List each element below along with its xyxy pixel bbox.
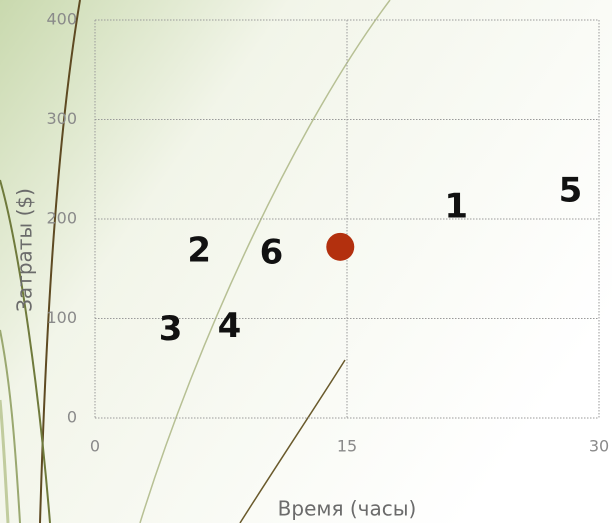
x-tick-label: 15	[337, 437, 357, 456]
point-label: 1	[444, 187, 468, 227]
y-tick-label: 0	[67, 408, 77, 427]
point-label: 4	[218, 306, 242, 346]
y-tick-label: 100	[46, 308, 77, 327]
x-tick-label: 0	[90, 437, 100, 456]
y-tick-label: 400	[46, 10, 77, 29]
point-label: 2	[187, 230, 211, 270]
decoration	[0, 0, 391, 523]
x-axis-title: Время (часы)	[278, 497, 417, 521]
y-axis-title: Затраты ($)	[13, 188, 37, 312]
y-tick-label: 200	[46, 209, 77, 228]
point-label: 5	[559, 171, 583, 211]
x-tick-label: 30	[589, 437, 609, 456]
point	[326, 232, 355, 261]
point-label: 3	[159, 309, 183, 349]
y-tick-label: 300	[46, 109, 77, 128]
point-label: 6	[260, 232, 284, 272]
